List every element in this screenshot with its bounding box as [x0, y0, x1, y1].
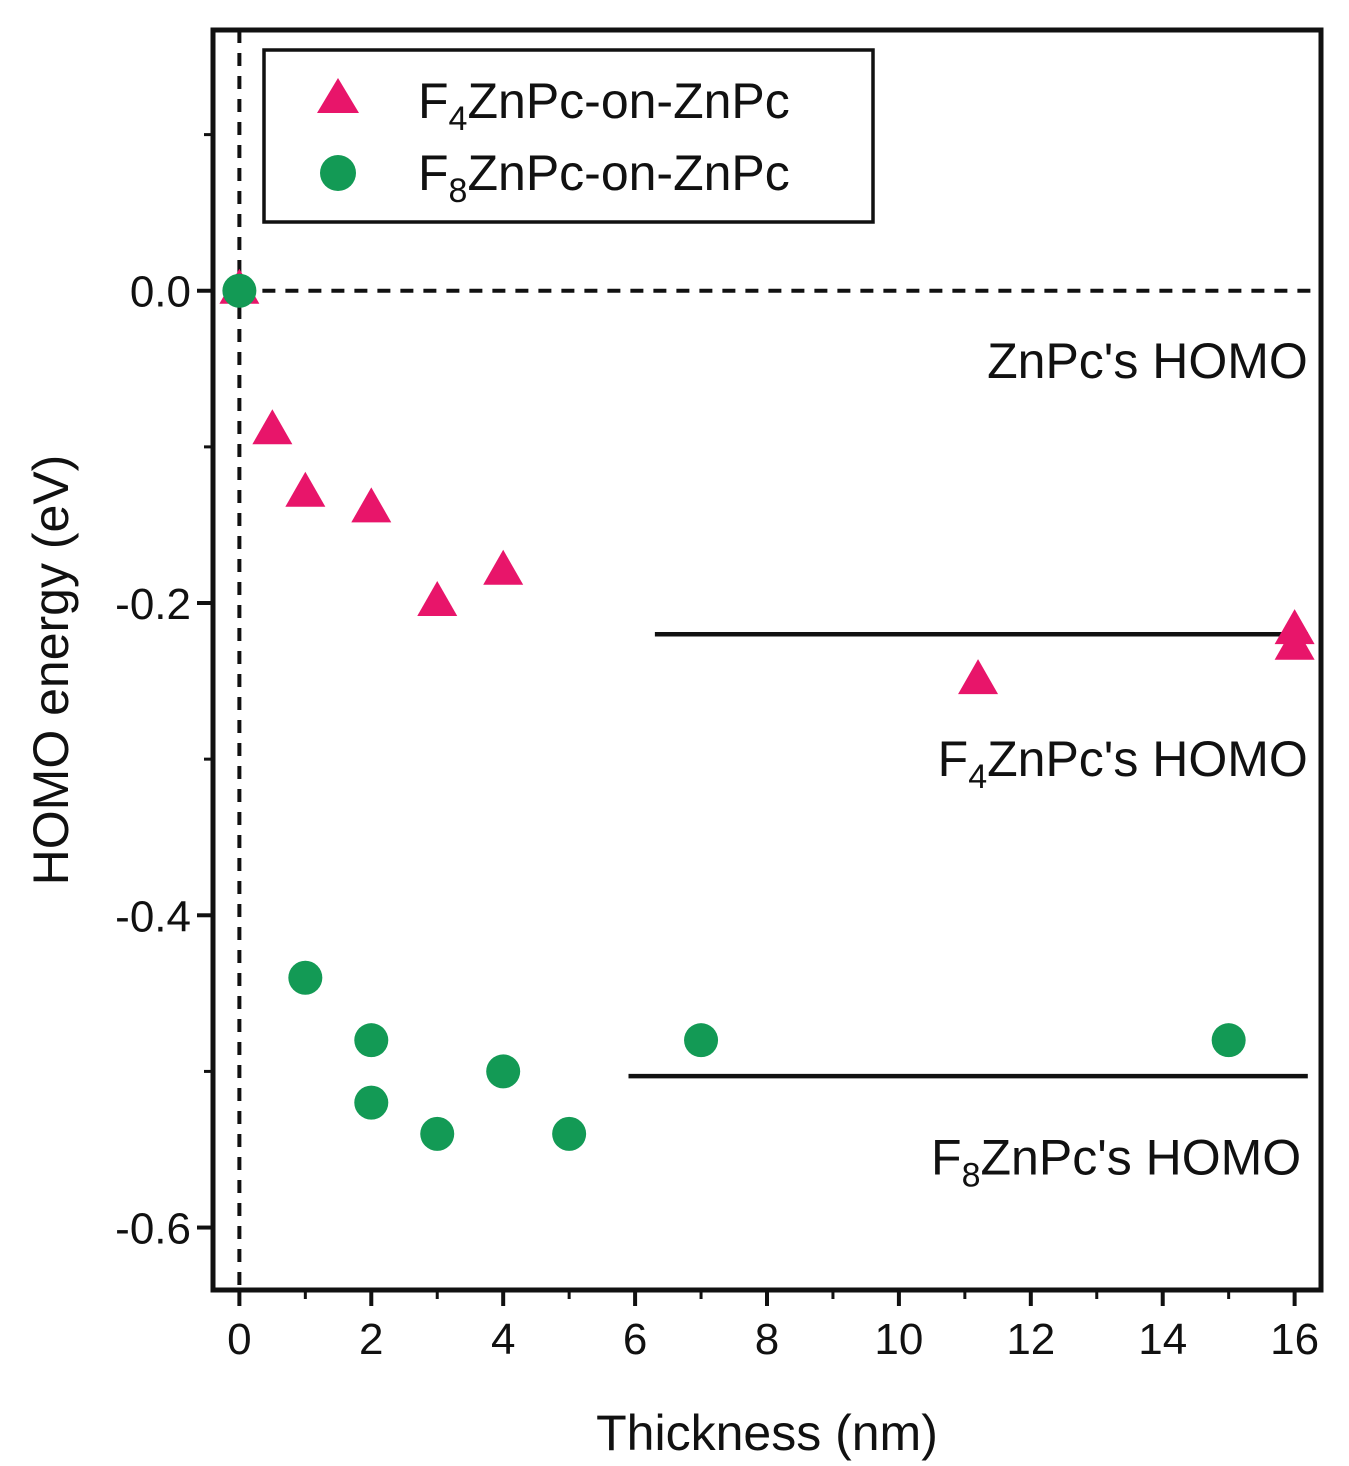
- annotation-label-subscript: 8: [962, 1156, 981, 1194]
- data-point-circle: [552, 1116, 587, 1151]
- legend-marker-circle: [320, 155, 356, 191]
- x-tick-label: 10: [874, 1315, 923, 1364]
- data-point-circle: [354, 1085, 389, 1120]
- annotation-label: F8ZnPc's HOMO: [931, 1129, 1301, 1194]
- annotation-label-part: ZnPc's HOMO: [987, 333, 1308, 389]
- reference-lines: [237, 30, 1321, 1290]
- annotation-label-part: ZnPc's HOMO: [981, 1129, 1302, 1185]
- data-point-triangle: [417, 581, 458, 617]
- x-tick-label: 2: [359, 1315, 383, 1364]
- x-tick-label: 4: [491, 1315, 515, 1364]
- annotation-label-part: F: [938, 731, 969, 787]
- data-point-triangle: [1274, 624, 1315, 660]
- data-point-circle: [486, 1054, 521, 1089]
- annotation-label: F4ZnPc's HOMO: [938, 731, 1308, 796]
- y-axis-title: HOMO energy (eV): [23, 455, 79, 886]
- annotation-label-part: F: [931, 1129, 962, 1185]
- legend-label-f8znpc: F8ZnPc-on-ZnPc: [418, 145, 790, 210]
- data-point-triangle: [351, 487, 392, 523]
- data-point-triangle: [285, 471, 326, 507]
- data-point-circle: [288, 960, 323, 995]
- legend-box: [262, 48, 875, 224]
- annotation-label-part: ZnPc's HOMO: [987, 731, 1308, 787]
- data-point-circle: [1211, 1023, 1246, 1058]
- annotation-label-subscript: 4: [968, 758, 987, 796]
- data-point-circle: [222, 273, 257, 308]
- data-point-circle: [684, 1023, 719, 1058]
- y-tick-label: 0.0: [130, 268, 191, 317]
- y-tick-label: -0.2: [115, 580, 191, 629]
- data-point-triangle: [483, 549, 524, 585]
- x-tick-label: 14: [1138, 1315, 1187, 1364]
- data-points: [219, 268, 1315, 1151]
- data-point-circle: [354, 1023, 389, 1058]
- data-point-triangle: [252, 409, 293, 445]
- x-axis-title: Thickness (nm): [596, 1405, 938, 1461]
- x-tick-label: 16: [1270, 1315, 1319, 1364]
- x-tick-label: 12: [1006, 1315, 1055, 1364]
- x-tick-label: 6: [623, 1315, 647, 1364]
- x-tick-label: 8: [755, 1315, 779, 1364]
- annotation-label: ZnPc's HOMO: [987, 333, 1308, 389]
- y-tick-label: -0.6: [115, 1205, 191, 1254]
- axis-ticks: 0 2 4 6 8 10 12 14 16 0.0 -0.2 -0.4 -0.6: [115, 133, 1319, 1364]
- legend-label-f4znpc: F4ZnPc-on-ZnPc: [418, 73, 790, 138]
- x-tick-label: 0: [227, 1315, 251, 1364]
- legend: F4ZnPc-on-ZnPc F8ZnPc-on-ZnPc: [262, 48, 875, 224]
- legend-marker-triangle: [317, 78, 359, 113]
- data-point-triangle: [958, 659, 999, 695]
- data-point-circle: [420, 1116, 455, 1151]
- y-tick-label: -0.4: [115, 892, 191, 941]
